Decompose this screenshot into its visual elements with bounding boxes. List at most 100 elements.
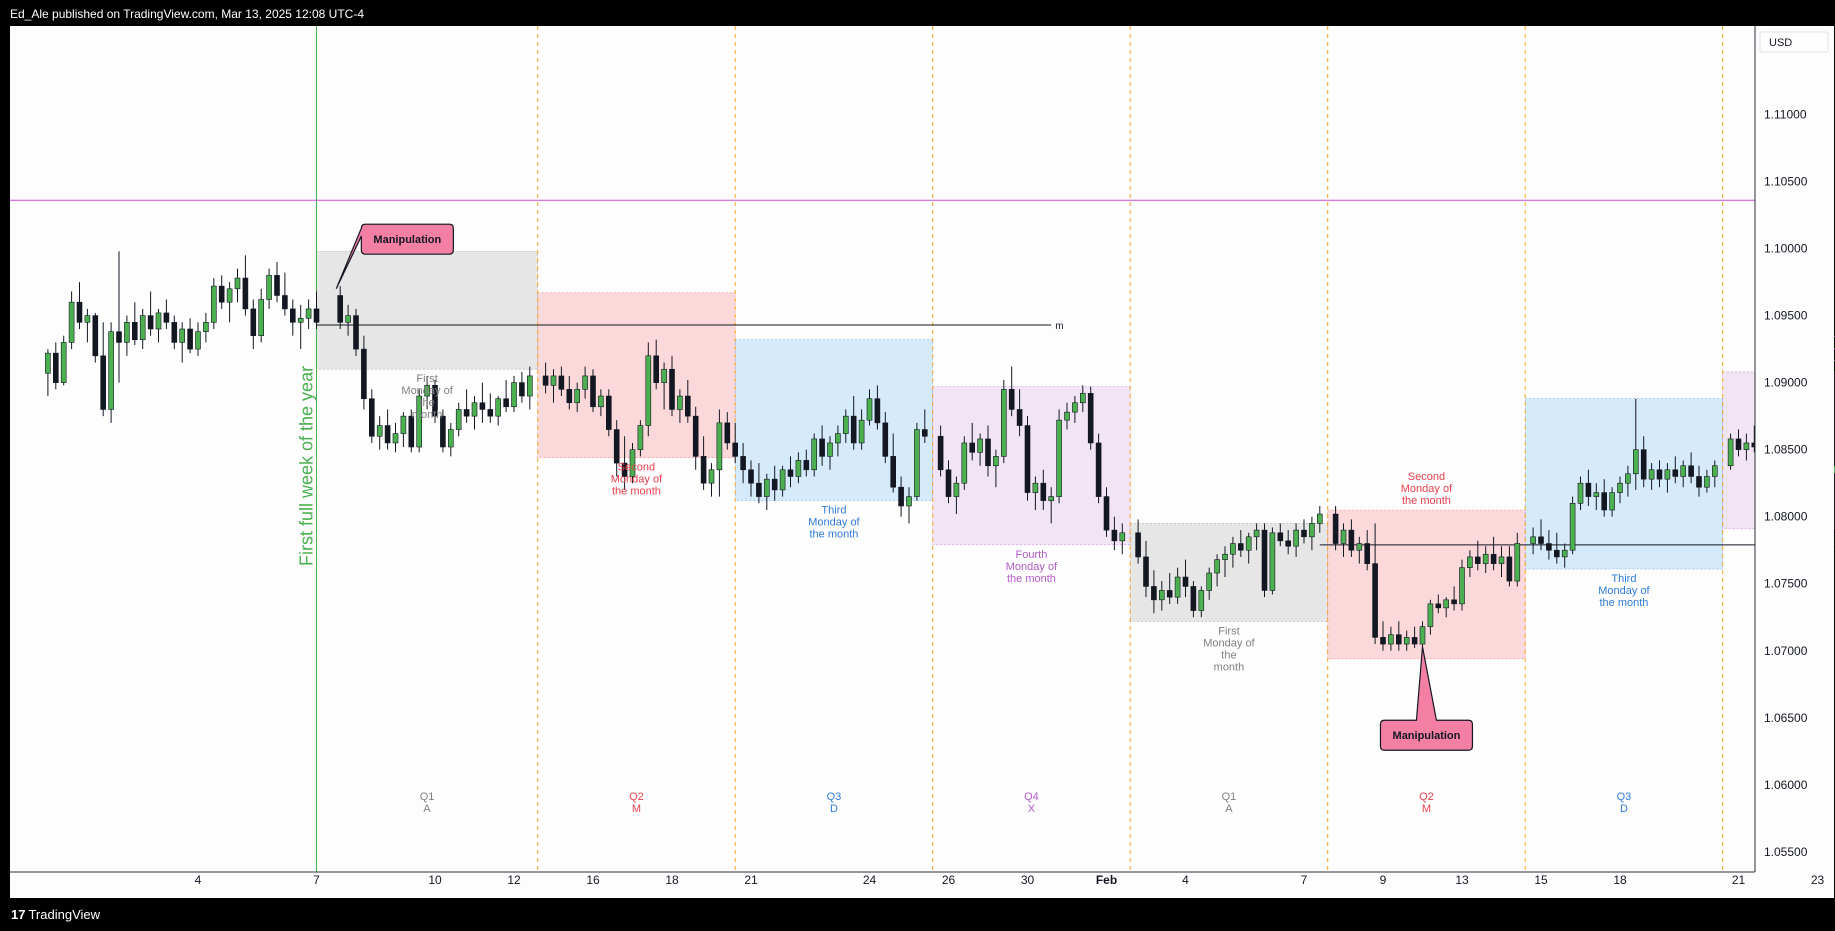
- candle-bear: [748, 469, 754, 484]
- callout-bubble: [1379, 646, 1474, 751]
- candle-bear: [187, 328, 193, 350]
- publisher-info: Ed_Ale published on TradingView.com, Mar…: [10, 7, 364, 21]
- tradingview-brand: TradingView: [28, 907, 101, 922]
- candle-bear: [621, 462, 628, 477]
- label-line: month: [412, 409, 443, 421]
- candle-bull: [598, 395, 604, 408]
- monday-box-second: [537, 292, 736, 459]
- candle-bear: [92, 315, 99, 357]
- candle-bear: [1151, 586, 1157, 601]
- candle-bear: [1506, 556, 1513, 582]
- candle-bear: [384, 425, 391, 444]
- candle-bull: [1514, 543, 1521, 582]
- candle-bull: [953, 482, 960, 497]
- candle-bull: [416, 395, 423, 448]
- candle-bull: [1498, 556, 1505, 564]
- candle-bull: [1206, 572, 1212, 591]
- candle-bull: [1443, 599, 1449, 609]
- time-tick-label: 30: [1021, 873, 1035, 887]
- price-level-label: m: [1055, 321, 1063, 332]
- candle-bear: [163, 312, 170, 323]
- candle-bear: [692, 415, 699, 457]
- candle-bear: [337, 295, 344, 323]
- candle-bear: [756, 482, 762, 497]
- candle-bull: [1174, 576, 1181, 598]
- candle-bear: [1585, 482, 1592, 497]
- candle-bear: [1024, 425, 1031, 493]
- candle-bull: [1230, 543, 1236, 555]
- candle-bull: [1214, 559, 1220, 574]
- candle-bull: [1704, 476, 1710, 488]
- quarter-label: Q1: [420, 791, 435, 803]
- monday-box-label: Second Monday of the month: [1401, 471, 1453, 507]
- candle-bear: [76, 301, 83, 323]
- candle-bear: [921, 429, 928, 437]
- time-tick-label: 21: [744, 873, 758, 887]
- candle-bull: [455, 409, 462, 430]
- quarter-letter: M: [1422, 803, 1431, 815]
- candle-bear: [882, 422, 889, 457]
- candle-bull: [424, 385, 430, 397]
- candle-bear: [985, 438, 991, 467]
- candle-bear: [1688, 465, 1694, 477]
- candle-bear: [1451, 599, 1457, 605]
- candle-bull: [1609, 492, 1615, 511]
- price-tick-label: 1.11000: [1764, 107, 1807, 121]
- candle-bull: [1388, 634, 1394, 645]
- candle-bull: [234, 277, 241, 290]
- candle-bull: [795, 460, 802, 477]
- price-axis-ticks: 1.11000 1.10500 1.10000 1.09500 1.09000 1.085…: [1764, 107, 1808, 858]
- candle-bull: [582, 375, 588, 390]
- candle-bull: [211, 285, 217, 323]
- price-axis-bg[interactable]: [1755, 26, 1834, 872]
- candle-bull: [1403, 637, 1410, 645]
- candle-bull: [661, 368, 667, 383]
- candle-bear: [282, 295, 288, 310]
- candle-bull: [1459, 567, 1465, 605]
- candle-bear: [566, 389, 573, 404]
- quarter-letter: D: [830, 803, 838, 815]
- candle-bear: [503, 398, 509, 408]
- currency-badge[interactable]: [1759, 31, 1829, 53]
- candle-bull: [961, 442, 968, 484]
- time-axis-bg[interactable]: [10, 872, 1755, 898]
- candle-bull: [1253, 529, 1260, 538]
- candle-bear: [724, 422, 731, 444]
- candle-bull: [108, 331, 114, 410]
- candle-bear: [116, 331, 122, 343]
- candle-bear: [1538, 536, 1544, 544]
- price-tick-label: 1.06500: [1764, 711, 1808, 725]
- candle-bull: [68, 301, 75, 343]
- candle-bear: [147, 315, 154, 330]
- candle-bear: [250, 308, 257, 337]
- candle-bear: [1672, 469, 1679, 477]
- time-tick-label: 7: [313, 873, 320, 887]
- candle-bear: [890, 456, 897, 488]
- week-dividers: [316, 26, 1724, 872]
- candle-bull: [708, 469, 715, 484]
- candle-bear: [1285, 540, 1291, 547]
- time-tick-label: 4: [1182, 873, 1189, 887]
- candle-bear: [1475, 556, 1481, 564]
- candle-bull: [827, 442, 833, 457]
- label-line: Monday of: [1006, 561, 1058, 573]
- plot-area: [10, 26, 1834, 898]
- candle-bull: [1080, 393, 1086, 404]
- candle-bear: [787, 469, 794, 477]
- candle-bear: [1554, 549, 1560, 558]
- candle-bear: [558, 375, 565, 390]
- candle-bull: [1119, 532, 1126, 542]
- monday-box-label: Third Monday of the month: [808, 505, 860, 541]
- candle-bear: [1190, 586, 1197, 611]
- monday-box-second: [1327, 509, 1526, 660]
- candle-bear: [1696, 476, 1702, 488]
- candle-bull: [842, 415, 849, 434]
- tradingview-logo[interactable]: 17 TradingView: [11, 907, 100, 922]
- monday-box-first: [316, 250, 538, 370]
- time-tick-label: 18: [665, 873, 679, 887]
- quarter-label: Q1: [1222, 791, 1237, 803]
- candle-bear: [613, 429, 620, 464]
- candle-bear: [969, 442, 976, 453]
- candle-bear: [408, 415, 415, 448]
